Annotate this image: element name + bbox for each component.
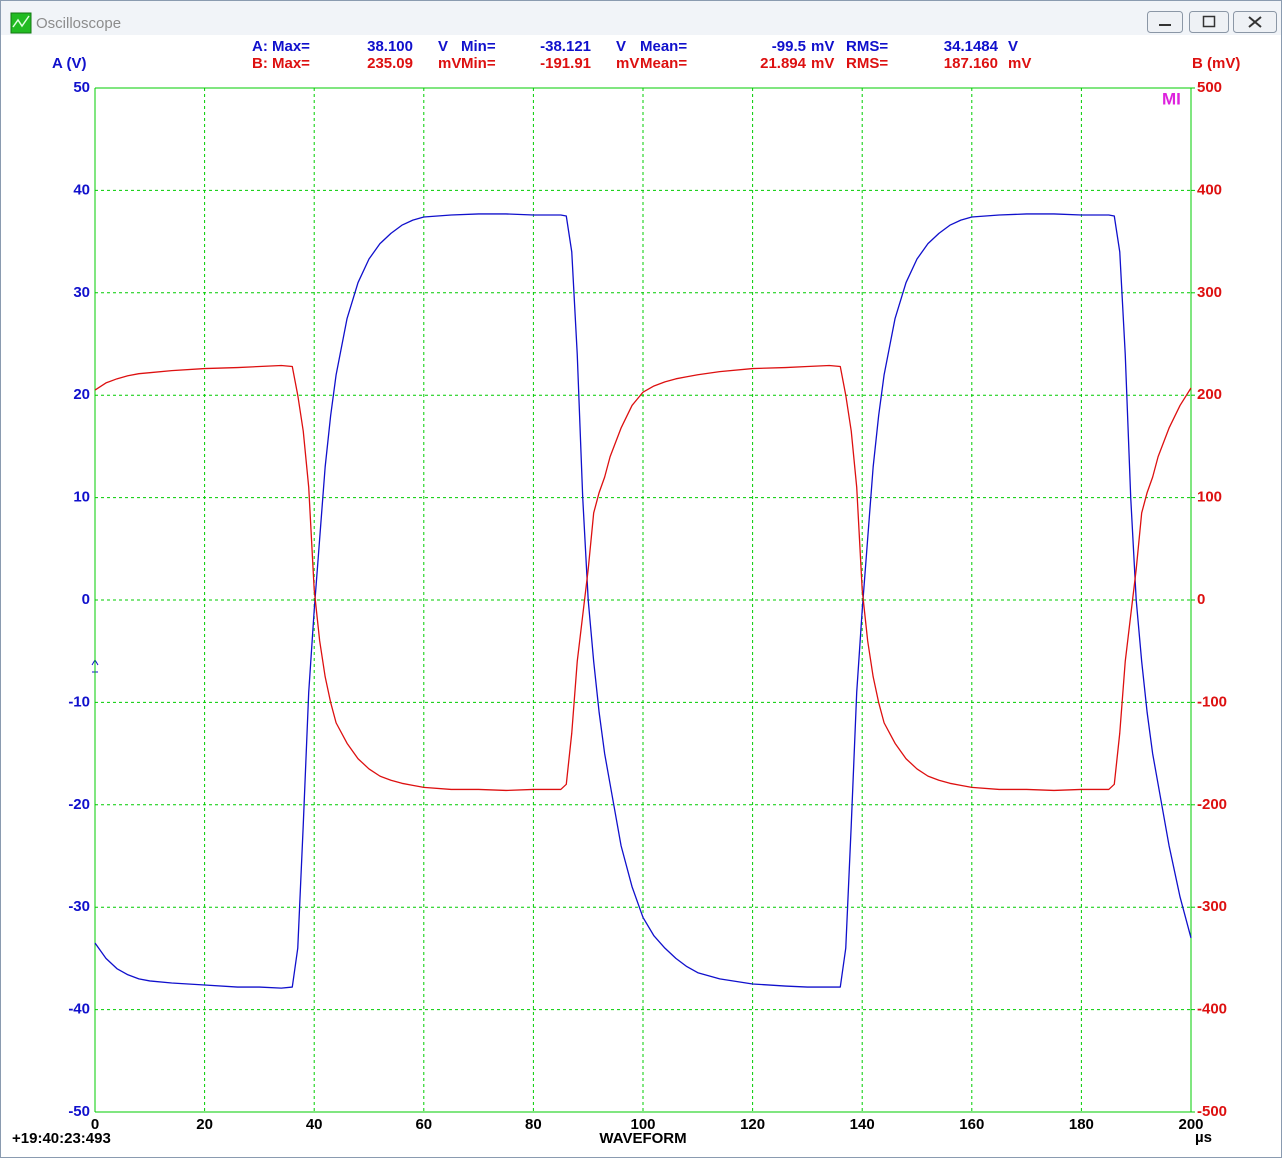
stat-cell: V bbox=[438, 38, 448, 55]
x-tick-label: 120 bbox=[740, 1116, 765, 1133]
y2-tick-label: 100 bbox=[1197, 489, 1222, 506]
y2-tick-label: 400 bbox=[1197, 181, 1222, 198]
stat-cell: V bbox=[616, 38, 626, 55]
stat-cell: -99.5 bbox=[772, 38, 806, 55]
stat-cell: mV bbox=[616, 55, 639, 72]
y2-tick-label: -300 bbox=[1197, 898, 1227, 915]
y-tick-label: -10 bbox=[68, 693, 90, 710]
y-axis-title: A (V) bbox=[52, 55, 86, 72]
stat-cell: B: Max= bbox=[252, 55, 310, 72]
minimize-button[interactable] bbox=[1147, 11, 1183, 33]
y2-tick-label: 200 bbox=[1197, 386, 1222, 403]
y2-tick-label: -200 bbox=[1197, 796, 1227, 813]
x-tick-label: 180 bbox=[1069, 1116, 1094, 1133]
stat-cell: mV bbox=[811, 38, 834, 55]
window-title: Oscilloscope bbox=[36, 15, 121, 32]
y-tick-label: 50 bbox=[73, 79, 90, 96]
y-tick-label: -40 bbox=[68, 1001, 90, 1018]
stat-cell: Min= bbox=[461, 38, 496, 55]
y2-tick-label: 500 bbox=[1197, 79, 1222, 96]
stat-cell: -38.121 bbox=[540, 38, 591, 55]
y-tick-label: -20 bbox=[68, 796, 90, 813]
stat-cell: RMS= bbox=[846, 55, 888, 72]
app-icon-glyph bbox=[12, 15, 30, 28]
y-tick-label: 30 bbox=[73, 284, 90, 301]
x-axis-unit: µs bbox=[1195, 1129, 1212, 1146]
stat-cell: RMS= bbox=[846, 38, 888, 55]
x-tick-label: 40 bbox=[306, 1116, 323, 1133]
stat-cell: 21.894 bbox=[760, 55, 807, 72]
stat-cell: 187.160 bbox=[944, 55, 998, 72]
title-bar bbox=[1, 1, 1281, 35]
stat-cell: 38.100 bbox=[367, 38, 413, 55]
y-tick-label: 0 bbox=[82, 591, 90, 608]
stat-cell: mV bbox=[1008, 55, 1031, 72]
x-axis-title: WAVEFORM bbox=[599, 1130, 686, 1147]
y2-tick-label: 300 bbox=[1197, 284, 1222, 301]
y-tick-label: 40 bbox=[73, 181, 90, 198]
stat-cell: mV bbox=[438, 55, 461, 72]
stat-cell: Mean= bbox=[640, 38, 687, 55]
stat-cell: mV bbox=[811, 55, 834, 72]
y2-tick-label: -400 bbox=[1197, 1001, 1227, 1018]
stat-cell: Min= bbox=[461, 55, 496, 72]
x-tick-label: 140 bbox=[850, 1116, 875, 1133]
y2-tick-label: -100 bbox=[1197, 693, 1227, 710]
stat-cell: Mean= bbox=[640, 55, 687, 72]
y2-tick-label: -500 bbox=[1197, 1103, 1227, 1120]
stat-cell: V bbox=[1008, 38, 1018, 55]
x-tick-label: 60 bbox=[415, 1116, 432, 1133]
waveform-line bbox=[94, 364, 1192, 792]
stat-cell: 235.09 bbox=[367, 55, 413, 72]
x-tick-label: 20 bbox=[196, 1116, 213, 1133]
waveform-line bbox=[94, 213, 1192, 989]
y2-tick-label: 0 bbox=[1197, 591, 1205, 608]
maximize-button[interactable] bbox=[1189, 11, 1229, 33]
stat-cell: 34.1484 bbox=[944, 38, 999, 55]
x-tick-label: 100 bbox=[630, 1116, 655, 1133]
timestamp: +19:40:23:493 bbox=[12, 1130, 111, 1147]
y-tick-label: 20 bbox=[73, 386, 90, 403]
marker-label: MI bbox=[1162, 89, 1181, 108]
app-icon bbox=[10, 12, 32, 34]
y-tick-label: 10 bbox=[73, 489, 90, 506]
x-tick-label: 160 bbox=[959, 1116, 984, 1133]
y-tick-label: -50 bbox=[68, 1103, 90, 1120]
close-button[interactable] bbox=[1233, 11, 1277, 33]
y-tick-label: -30 bbox=[68, 898, 90, 915]
stat-cell: A: Max= bbox=[252, 38, 310, 55]
x-tick-label: 0 bbox=[91, 1116, 99, 1133]
stat-cell: -191.91 bbox=[540, 55, 591, 72]
x-tick-label: 80 bbox=[525, 1116, 542, 1133]
y2-axis-title: B (mV) bbox=[1192, 55, 1240, 72]
x-tick-label: 200 bbox=[1178, 1116, 1203, 1133]
